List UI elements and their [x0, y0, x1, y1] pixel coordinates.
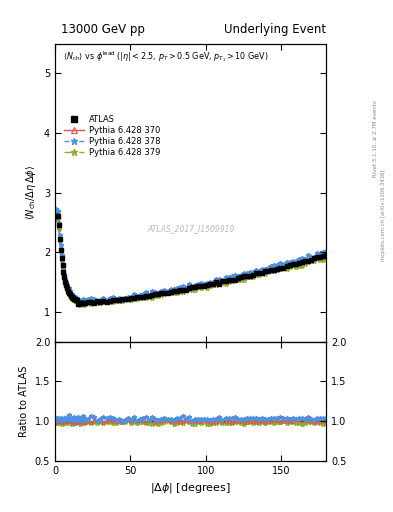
Text: ATLAS_2017_I1509919: ATLAS_2017_I1509919: [147, 224, 234, 233]
ATLAS: [53, 213, 58, 219]
Text: Rivet 3.1.10, ≥ 2.7M events: Rivet 3.1.10, ≥ 2.7M events: [373, 100, 378, 177]
ATLAS: [95, 298, 100, 305]
ATLAS: [150, 292, 154, 298]
Text: Underlying Event: Underlying Event: [224, 23, 326, 36]
Y-axis label: $\langle N_\mathrm{ch}/ \Delta\eta\,\Delta\phi\rangle$: $\langle N_\mathrm{ch}/ \Delta\eta\,\Del…: [24, 165, 39, 220]
ATLAS: [324, 252, 329, 258]
Text: $\langle N_\mathrm{ch}\rangle$ vs $\phi^\mathrm{lead}$ ($|\eta|<2.5$, $p_T>0.5$ : $\langle N_\mathrm{ch}\rangle$ vs $\phi^…: [63, 50, 269, 65]
ATLAS: [321, 253, 325, 259]
ATLAS: [232, 277, 237, 283]
Line: ATLAS: ATLAS: [54, 215, 328, 305]
Y-axis label: Ratio to ATLAS: Ratio to ATLAS: [19, 366, 29, 437]
ATLAS: [55, 213, 60, 219]
Text: 13000 GeV pp: 13000 GeV pp: [61, 23, 145, 36]
X-axis label: $|\Delta\phi|$ [degrees]: $|\Delta\phi|$ [degrees]: [150, 481, 231, 495]
Text: mcplots.cern.ch [arXiv:1306.3436]: mcplots.cern.ch [arXiv:1306.3436]: [381, 169, 386, 261]
ATLAS: [75, 301, 80, 307]
ATLAS: [159, 290, 164, 296]
ATLAS: [309, 257, 313, 263]
Legend: ATLAS, Pythia 6.428 370, Pythia 6.428 378, Pythia 6.428 379: ATLAS, Pythia 6.428 370, Pythia 6.428 37…: [62, 113, 162, 159]
